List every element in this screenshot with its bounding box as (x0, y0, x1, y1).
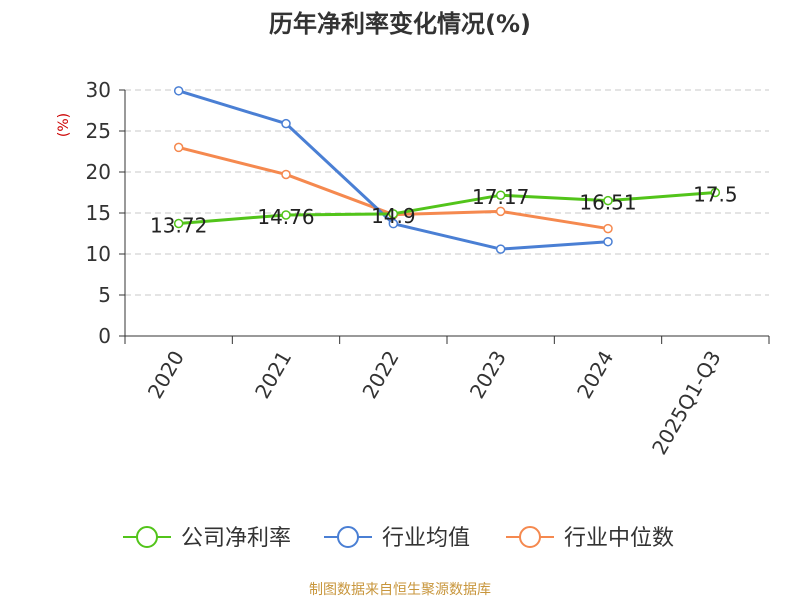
data-point (388, 218, 399, 229)
x-tick-label: 2022 (357, 347, 403, 403)
data-point (603, 236, 613, 247)
legend-swatch-marker (519, 526, 541, 548)
x-tick-label: 2021 (250, 347, 296, 403)
data-point (281, 118, 291, 129)
legend-label: 行业中位数 (564, 526, 674, 551)
data-point (281, 210, 291, 220)
data-point (495, 206, 506, 217)
data-label: 16.51 (579, 191, 636, 215)
axes: 0 5 10 15 20 25 30 2020 2021 2022 2023 2024 2025Q1-Q… (86, 78, 770, 459)
x-tick-label: 2020 (143, 347, 189, 403)
y-tick-label: 10 (86, 242, 111, 266)
legend: 公司净利率 行业均值 行业中位数 (123, 526, 674, 551)
data-point (495, 244, 506, 254)
data-labels: 13.72 14.76 14.9 17.17 16.51 17.5 (150, 183, 738, 238)
data-point (710, 187, 721, 198)
data-point (173, 218, 184, 229)
source-note: 制图数据来自恒生聚源数据库 (309, 582, 491, 598)
y-tick-label: 5 (98, 283, 111, 307)
data-point (173, 86, 184, 96)
data-point (603, 195, 613, 206)
data-point (281, 169, 291, 180)
y-axis-label: (%) (56, 113, 72, 137)
data-point (603, 223, 613, 234)
y-tick-label: 15 (86, 201, 111, 225)
legend-label: 公司净利率 (181, 526, 291, 551)
y-tick-label: 0 (98, 324, 111, 348)
y-tick-label: 20 (86, 160, 111, 184)
legend-swatch-marker (136, 526, 158, 548)
data-label: 13.72 (150, 213, 207, 237)
chart-title: 历年净利率变化情况(%) (269, 10, 531, 38)
data-point (388, 209, 399, 219)
x-tick-label: 2023 (465, 346, 511, 402)
data-point (495, 190, 506, 200)
grid-lines (125, 89, 769, 296)
data-label: 17.17 (472, 185, 529, 209)
data-label: 14.9 (371, 204, 416, 228)
y-tick-label: 30 (86, 78, 111, 102)
x-tick-label: 2025Q1-Q3 (647, 347, 726, 459)
data-label: 17.5 (693, 183, 738, 207)
series-lines (173, 86, 721, 254)
data-label: 14.76 (257, 205, 314, 229)
x-tick-label: 2024 (572, 347, 618, 403)
legend-swatch-marker (337, 526, 359, 548)
legend-label: 行业均值 (382, 526, 470, 551)
data-point (173, 142, 184, 153)
series-line (178, 191, 716, 225)
y-tick-label: 25 (86, 119, 111, 143)
